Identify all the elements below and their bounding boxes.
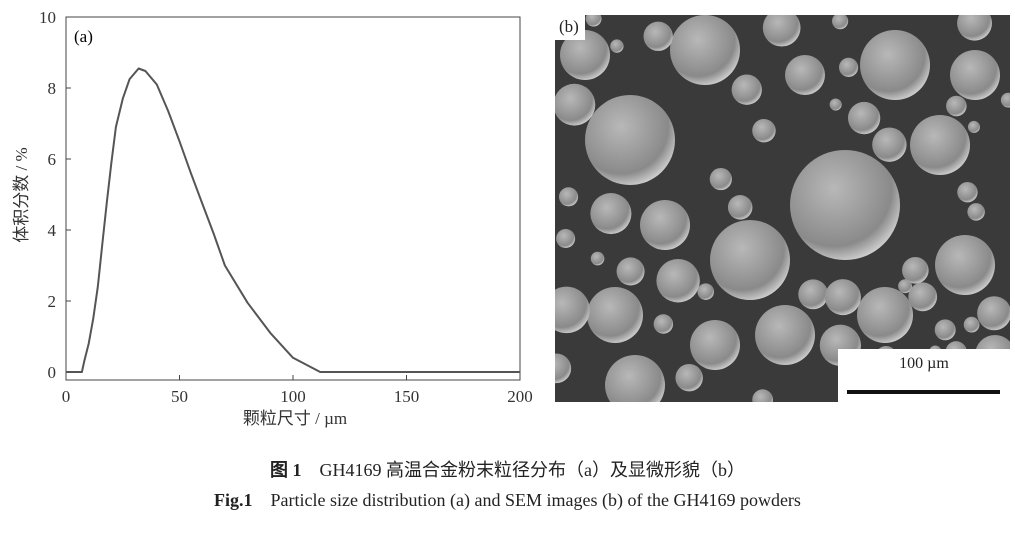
powder-particle [957,15,993,41]
powder-particle [727,195,753,220]
powder-particle [908,282,938,312]
powder-particle [963,316,980,333]
sem-image: (b) 100 µm [555,15,1010,402]
powder-particle [555,286,590,334]
powder-particle [977,296,1010,331]
powder-particle [847,101,881,135]
powder-particle [785,55,825,95]
powder-particle [831,15,849,30]
panel-label-b: (b) [555,15,585,40]
caption-en: Fig.1 Particle size distribution (a) and … [0,490,1015,511]
powder-particle [587,287,643,343]
caption-cn-label: 图 1 [270,460,302,480]
powder-particle [857,287,913,343]
y-tick-label: 8 [48,79,57,98]
powder-particle [558,187,579,207]
powder-particle [752,118,776,143]
powder-particle [640,200,690,250]
powder-particle [967,120,980,133]
y-tick-label: 10 [39,8,56,27]
powder-particle [872,127,907,162]
plot-frame [65,16,521,381]
powder-particle [653,314,674,334]
x-tick-label: 0 [62,387,71,406]
powder-particle [935,235,995,295]
powder-particle [710,220,790,300]
powder-particle [656,259,700,303]
y-tick-label: 2 [48,292,57,311]
powder-particle [590,251,605,266]
powder-particle [675,364,703,392]
powder-particle [585,15,602,27]
y-tick-label: 4 [48,221,57,240]
powder-particle [752,389,774,402]
powder-particle [590,193,632,235]
caption-en-label: Fig.1 [214,490,253,510]
powder-particle [610,39,624,53]
powder-particle [946,95,967,117]
powder-particle [910,115,970,175]
powder-particle [556,228,576,249]
powder-particle [798,279,829,310]
powder-particle [824,279,861,316]
powder-particle [829,98,842,111]
x-tick-label: 200 [507,387,533,406]
powder-particle [670,15,740,85]
distribution-line [66,67,520,373]
powder-particle [860,30,930,100]
powder-particle [555,353,572,384]
x-tick-label: 150 [394,387,420,406]
powder-particle [1000,92,1010,108]
x-axis-label: 颗粒尺寸 / µm [243,409,347,428]
powder-particle [605,355,665,402]
powder-particle [898,279,913,294]
sem-particles [555,15,1010,402]
powder-particle [560,30,610,80]
powder-particle [616,257,645,286]
panel-label-a: (a) [74,27,93,46]
scale-bar: 100 µm [838,349,1010,402]
powder-particle [838,57,859,77]
powder-particle [555,83,596,126]
powder-particle [957,181,978,203]
powder-particle [697,283,715,300]
powder-particle [690,320,740,370]
scale-bar-label: 100 µm [899,355,949,372]
caption-en-text: Particle size distribution (a) and SEM i… [270,490,801,510]
powder-particle [731,74,762,105]
x-tick-label: 100 [280,387,306,406]
x-tick-label: 50 [171,387,188,406]
caption-cn-text: GH4169 高温合金粉末粒径分布（a）及显微形貌（b） [319,460,746,480]
scale-bar-line [847,390,1000,394]
powder-particle [709,167,732,191]
powder-particle [755,305,815,365]
powder-particle [902,256,929,284]
y-tick-label: 0 [48,363,57,382]
y-tick-label: 6 [48,150,57,169]
powder-particle [585,95,675,185]
powder-particle [967,203,985,221]
powder-particle [643,21,673,51]
y-axis-label: 体积分数 / % [12,147,31,242]
powder-particle [762,15,801,47]
powder-particle [934,319,956,341]
powder-particle [790,150,900,260]
powder-particle [950,50,1000,100]
caption-cn: 图 1 GH4169 高温合金粉末粒径分布（a）及显微形貌（b） [0,456,1015,482]
particle-size-chart: 0 50 100 150 200 0 2 4 6 8 10 (a) 颗粒尺寸 / µm 体积分数 /… [12,8,533,428]
